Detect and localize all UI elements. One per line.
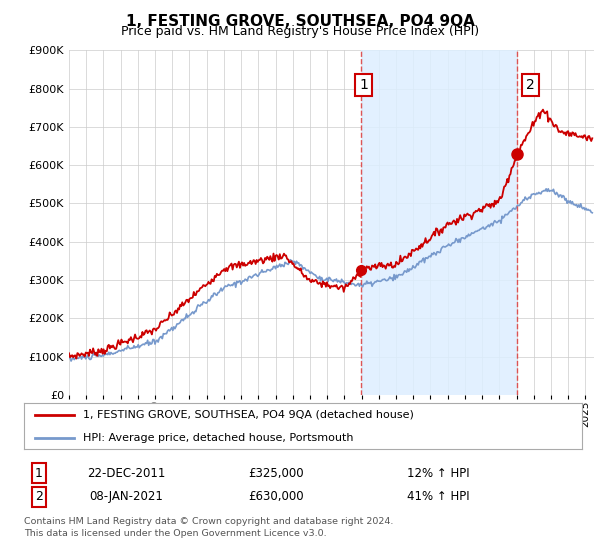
Text: £325,000: £325,000 (248, 466, 304, 480)
Text: Price paid vs. HM Land Registry's House Price Index (HPI): Price paid vs. HM Land Registry's House … (121, 25, 479, 38)
Text: 1, FESTING GROVE, SOUTHSEA, PO4 9QA: 1, FESTING GROVE, SOUTHSEA, PO4 9QA (125, 14, 475, 29)
Text: 12% ↑ HPI: 12% ↑ HPI (407, 466, 469, 480)
Text: HPI: Average price, detached house, Portsmouth: HPI: Average price, detached house, Port… (83, 433, 353, 442)
Text: 1: 1 (359, 78, 368, 92)
Text: £630,000: £630,000 (248, 490, 304, 503)
Text: 2: 2 (35, 490, 43, 503)
Text: 2: 2 (526, 78, 535, 92)
Text: 41% ↑ HPI: 41% ↑ HPI (407, 490, 469, 503)
Bar (361, 50, 517, 395)
Text: 1: 1 (35, 466, 43, 480)
Text: 22-DEC-2011: 22-DEC-2011 (87, 466, 165, 480)
Text: 1, FESTING GROVE, SOUTHSEA, PO4 9QA (detached house): 1, FESTING GROVE, SOUTHSEA, PO4 9QA (det… (83, 410, 413, 419)
Text: This data is licensed under the Open Government Licence v3.0.: This data is licensed under the Open Gov… (24, 529, 326, 538)
Text: Contains HM Land Registry data © Crown copyright and database right 2024.: Contains HM Land Registry data © Crown c… (24, 517, 394, 526)
Text: 08-JAN-2021: 08-JAN-2021 (89, 490, 163, 503)
